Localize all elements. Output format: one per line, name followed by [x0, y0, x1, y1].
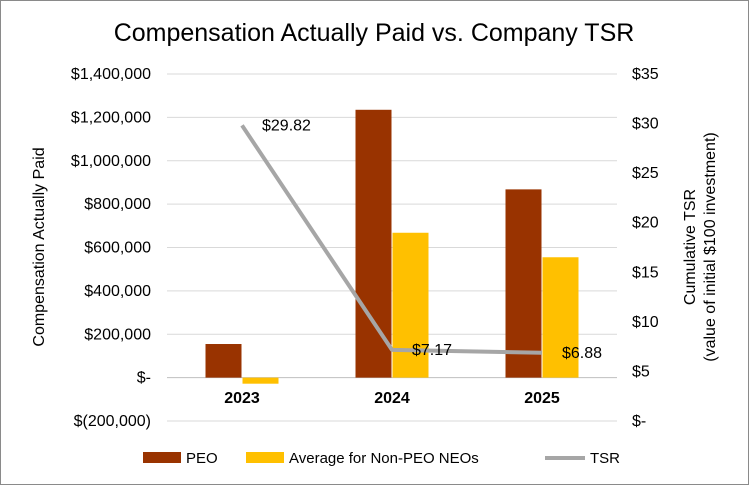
y-tick-label: $1,200,000 — [71, 109, 151, 126]
tsr-data-label: $7.17 — [412, 342, 452, 359]
chart-title: Compensation Actually Paid vs. Company T… — [114, 19, 635, 47]
y-tick-label: $400,000 — [84, 283, 151, 300]
y2-tick-label: $15 — [632, 264, 659, 281]
legend-label-tsr: TSR — [590, 450, 620, 467]
gridlines — [167, 73, 617, 422]
tsr-line — [240, 124, 543, 355]
y-tick-label: $600,000 — [84, 240, 151, 257]
y-axis-title: Compensation Actually Paid — [31, 147, 48, 346]
legend-swatch-peo — [143, 452, 181, 463]
bar-peo — [355, 109, 392, 378]
bar-non-peo — [392, 232, 429, 378]
y-tick-label: $- — [137, 370, 151, 387]
tsr-data-label: $29.82 — [262, 117, 311, 134]
axes: $1,400,000 $1,200,000 $1,000,000 $800,000 $6… — [71, 66, 659, 430]
y2-tick-label: $35 — [632, 66, 659, 83]
y2-axis-title-line1: Cumulative TSR — [682, 189, 699, 305]
y2-tick-label: $- — [632, 413, 646, 430]
y2-tick-label: $5 — [632, 363, 650, 380]
legend: PEO Average for Non-PEO NEOs TSR — [143, 450, 620, 467]
y-tick-label: $1,400,000 — [71, 66, 151, 83]
y-tick-label: $(200,000) — [74, 413, 151, 430]
data-labels: $29.82 $7.17 $6.88 — [262, 117, 602, 361]
tsr-line-series — [240, 124, 543, 355]
bar-peo — [505, 189, 542, 378]
legend-label-peo: PEO — [186, 450, 218, 467]
legend-label-non-peo: Average for Non-PEO NEOs — [289, 450, 479, 467]
x-category-label: 2024 — [374, 390, 410, 407]
y2-tick-label: $20 — [632, 215, 659, 232]
y-tick-label: $1,000,000 — [71, 153, 151, 170]
y2-tick-label: $10 — [632, 314, 659, 331]
tsr-data-label: $6.88 — [562, 345, 602, 362]
y2-tick-label: $30 — [632, 116, 659, 133]
y-tick-label: $200,000 — [84, 326, 151, 343]
legend-swatch-non-peo — [246, 452, 284, 463]
y-tick-label: $800,000 — [84, 196, 151, 213]
bar-non-peo — [242, 377, 279, 384]
x-category-label: 2023 — [224, 390, 260, 407]
bar-series — [205, 109, 579, 384]
bar-peo — [205, 344, 242, 378]
y2-tick-label: $25 — [632, 165, 659, 182]
bar-non-peo — [542, 257, 579, 378]
y2-axis-title-line2: (value of initial $100 investment) — [702, 132, 719, 361]
x-category-label: 2025 — [524, 390, 560, 407]
